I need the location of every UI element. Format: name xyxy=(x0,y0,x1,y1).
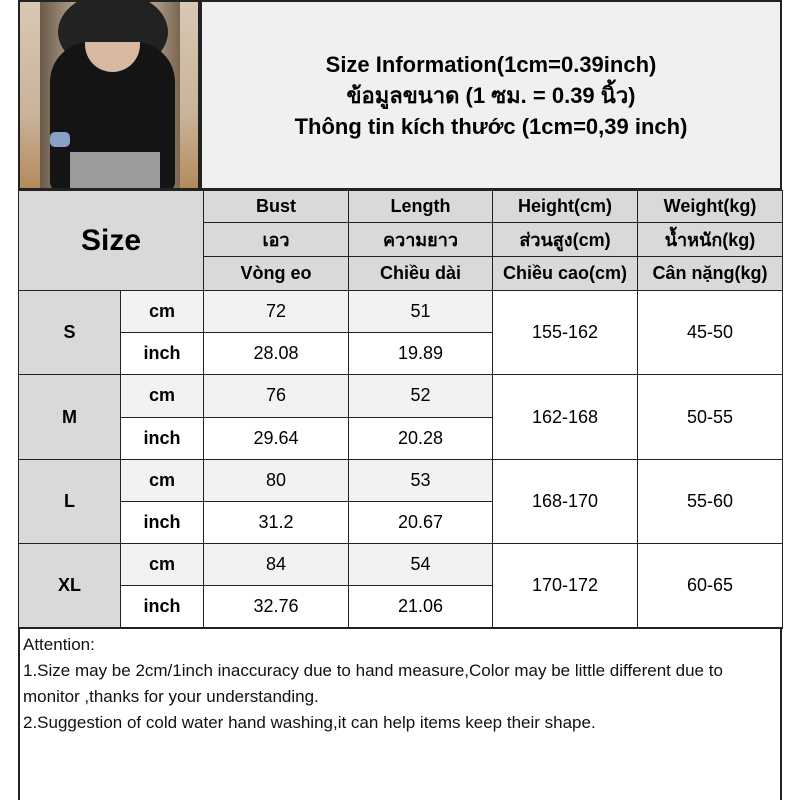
column-header-th: น้ำหนัก(kg) xyxy=(637,222,783,257)
weight-range-value: 60-65 xyxy=(637,543,783,629)
unit-inch-label: inch xyxy=(120,501,204,545)
size-label: XL xyxy=(18,543,121,629)
column-header-en: Height(cm) xyxy=(492,190,638,223)
size-label: M xyxy=(18,374,121,460)
product-photo xyxy=(18,0,200,190)
column-header-en: Weight(kg) xyxy=(637,190,783,223)
column-header-th: ความยาว xyxy=(348,222,493,257)
size-header: Size xyxy=(18,190,204,291)
length-cm-value: 51 xyxy=(348,290,493,334)
length-cm-value: 52 xyxy=(348,374,493,418)
column-header-vi: Chiều cao(cm) xyxy=(492,256,638,291)
attention-note-1: 1.Size may be 2cm/1inch inaccuracy due t… xyxy=(23,661,723,706)
length-inch-value: 19.89 xyxy=(348,332,493,376)
title-vietnamese: Thông tin kích thước (1cm=0,39 inch) xyxy=(294,113,688,139)
column-header-th: เอว xyxy=(203,222,349,257)
bust-inch-value: 28.08 xyxy=(203,332,349,376)
length-inch-value: 20.67 xyxy=(348,501,493,545)
unit-cm-label: cm xyxy=(120,543,204,587)
unit-inch-label: inch xyxy=(120,332,204,376)
attention-note-2: 2.Suggestion of cold water hand washing,… xyxy=(23,713,596,732)
unit-cm-label: cm xyxy=(120,374,204,418)
size-label: S xyxy=(18,290,121,376)
unit-cm-label: cm xyxy=(120,458,204,502)
attention-notes: Attention: 1.Size may be 2cm/1inch inacc… xyxy=(18,627,782,800)
weight-range-value: 50-55 xyxy=(637,374,783,460)
length-cm-value: 53 xyxy=(348,458,493,502)
height-range-value: 168-170 xyxy=(492,458,638,545)
bust-inch-value: 31.2 xyxy=(203,501,349,545)
column-header-vi: Chiều dài xyxy=(348,256,493,291)
title-thai: ข้อมูลขนาด (1 ซม. = 0.39 นิ้ว) xyxy=(346,82,636,108)
unit-inch-label: inch xyxy=(120,585,204,629)
bust-cm-value: 72 xyxy=(203,290,349,334)
column-header-en: Length xyxy=(348,190,493,223)
title-english: Size Information(1cm=0.39inch) xyxy=(325,51,657,77)
unit-inch-label: inch xyxy=(120,416,204,460)
bust-inch-value: 29.64 xyxy=(203,416,349,460)
size-information-title: Size Information(1cm=0.39inch) ข้อมูลขนา… xyxy=(200,0,782,190)
length-inch-value: 20.28 xyxy=(348,416,493,460)
column-header-vi: Cân nặng(kg) xyxy=(637,256,783,291)
height-range-value: 155-162 xyxy=(492,290,638,376)
height-range-value: 170-172 xyxy=(492,543,638,629)
column-header-en: Bust xyxy=(203,190,349,223)
column-header-th: ส่วนสูง(cm) xyxy=(492,222,638,257)
attention-heading: Attention: xyxy=(23,635,95,654)
bust-inch-value: 32.76 xyxy=(203,585,349,629)
weight-range-value: 45-50 xyxy=(637,290,783,376)
length-inch-value: 21.06 xyxy=(348,585,493,629)
column-header-vi: Vòng eo xyxy=(203,256,349,291)
length-cm-value: 54 xyxy=(348,543,493,587)
unit-cm-label: cm xyxy=(120,290,204,334)
bust-cm-value: 80 xyxy=(203,458,349,502)
weight-range-value: 55-60 xyxy=(637,458,783,545)
bust-cm-value: 76 xyxy=(203,374,349,418)
height-range-value: 162-168 xyxy=(492,374,638,460)
size-label: L xyxy=(18,458,121,545)
bust-cm-value: 84 xyxy=(203,543,349,587)
